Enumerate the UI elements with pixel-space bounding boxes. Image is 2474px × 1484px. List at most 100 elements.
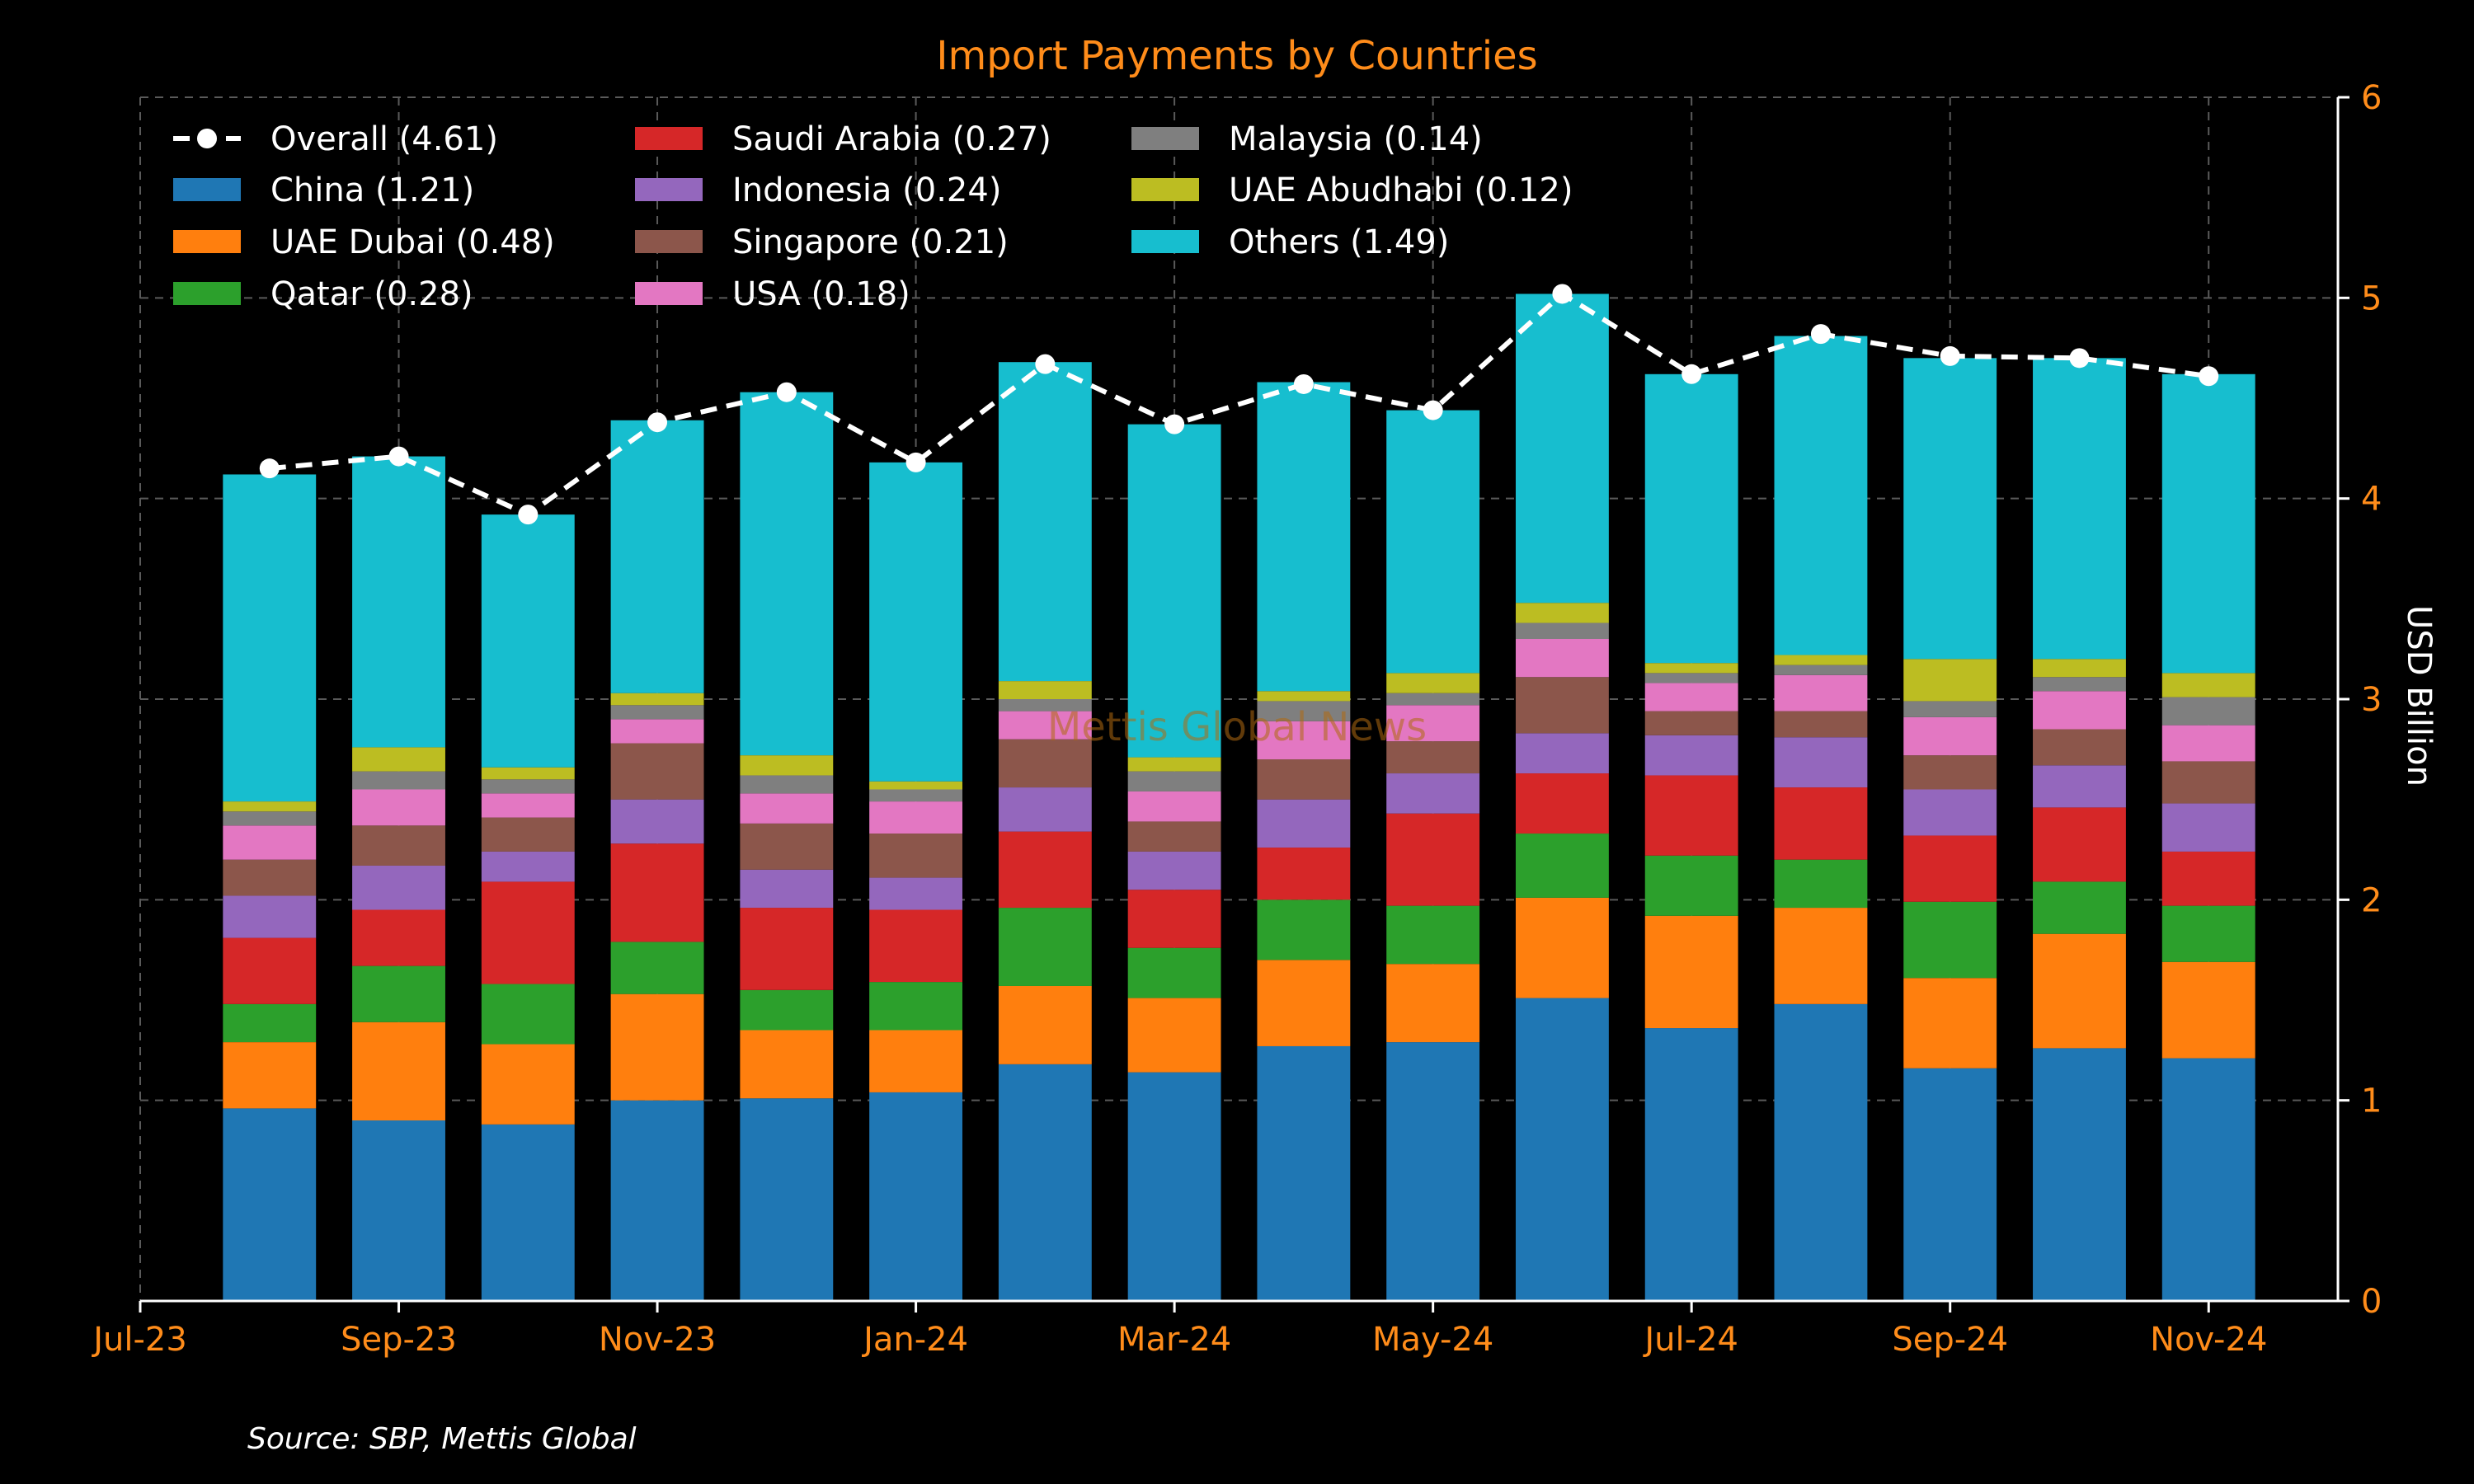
bar-segment <box>2161 673 2255 697</box>
x-tick-label: Sep-24 <box>1892 1321 2008 1359</box>
bar-segment <box>740 869 834 909</box>
bar-segment <box>1127 771 1221 791</box>
bar-segment <box>610 705 704 720</box>
axes-layer: 0 1 2 3 4 5 6 Jul-23 Sep-23 Nov-23 Jan-24 Mar-24 May… <box>91 79 2382 1359</box>
legend-label: China (1.21) <box>270 171 474 209</box>
bar-segment <box>1257 721 1351 759</box>
bar-segment <box>2033 729 2126 766</box>
bar-segment <box>740 1030 834 1099</box>
bar-segment <box>998 711 1092 740</box>
bar-segment <box>740 793 834 824</box>
bar-segment <box>2033 691 2126 730</box>
bar-segment <box>352 789 445 826</box>
bar-segment <box>998 831 1092 909</box>
bar-segment <box>610 843 704 942</box>
overall-point <box>388 446 409 467</box>
bar-segment <box>481 1044 575 1125</box>
bar-segment <box>740 392 834 756</box>
watermark-text: Mettis Global News <box>1047 704 1427 750</box>
bar-segment <box>1774 908 1868 1004</box>
legend-label: Qatar (0.28) <box>270 275 473 313</box>
bar-segment <box>1127 947 1221 998</box>
bar-segment <box>1774 859 1868 909</box>
bar-segment <box>740 1098 834 1301</box>
bar-segment <box>481 1124 575 1301</box>
bar-segment <box>352 909 445 966</box>
bar-segment <box>1774 655 1868 665</box>
bar-segment <box>1257 899 1351 960</box>
bar-segment <box>1903 716 1997 756</box>
y-tick-label: 0 <box>2361 1283 2382 1321</box>
y-tick-label: 6 <box>2361 79 2382 117</box>
bar-segment <box>2033 933 2126 1049</box>
bar-segment <box>2033 765 2126 808</box>
bar-segment <box>1257 759 1351 800</box>
overall-point <box>1810 324 1831 345</box>
bar-segment <box>481 779 575 794</box>
bar-segment <box>1903 835 1997 902</box>
overall-point <box>259 458 280 479</box>
x-tick-label: Sep-23 <box>341 1321 457 1359</box>
bar-segment <box>869 982 963 1031</box>
overall-point <box>1164 414 1185 434</box>
bar-segment <box>1386 1042 1480 1301</box>
y-tick-label: 3 <box>2361 681 2382 719</box>
bar-segment <box>869 877 963 910</box>
overall-line-layer <box>259 284 2219 525</box>
y-tick-label: 5 <box>2361 279 2382 317</box>
bar-segment <box>1644 663 1738 674</box>
bar-segment <box>1644 735 1738 776</box>
bar-segment <box>1257 1045 1351 1301</box>
legend-label: Saudi Arabia (0.27) <box>732 120 1051 158</box>
legend-swatch <box>635 127 703 150</box>
overall-point <box>905 452 926 472</box>
x-tick-label: Mar-24 <box>1117 1321 1231 1359</box>
legend-swatch <box>173 230 241 253</box>
legend-swatch <box>635 282 703 305</box>
bar-segment <box>2033 1048 2126 1301</box>
legend-swatch <box>1131 230 1199 253</box>
bar-segment <box>1257 691 1351 702</box>
bar-segment <box>610 420 704 693</box>
bar-segment <box>1127 757 1221 772</box>
overall-point <box>1552 284 1573 304</box>
bar-segment <box>1127 791 1221 822</box>
bar-segment <box>1386 693 1480 706</box>
bar-segment <box>1644 855 1738 916</box>
overall-point <box>1423 400 1443 420</box>
bar-segment <box>481 793 575 818</box>
bar-segment <box>998 787 1092 832</box>
bar-segment <box>1774 787 1868 860</box>
bar-segment <box>610 743 704 800</box>
legend: Overall (4.61) China (1.21) UAE Dubai (0.4… <box>173 120 1573 313</box>
overall-point <box>1940 345 1960 366</box>
x-tick-label: Nov-24 <box>2150 1321 2267 1359</box>
bar-segment <box>869 1092 963 1301</box>
bar-segment <box>223 801 317 812</box>
bar-segment <box>1644 373 1738 664</box>
bar-segment <box>1644 775 1738 856</box>
overall-point <box>518 505 539 525</box>
bar-segment <box>2161 851 2255 906</box>
bar-segment <box>352 456 445 748</box>
bar-segment <box>481 514 575 768</box>
bar-segment <box>1386 741 1480 774</box>
bar-segment <box>223 474 317 802</box>
bar-segment <box>998 362 1092 682</box>
bar-segment <box>1386 813 1480 906</box>
bar-segment <box>610 719 704 744</box>
bar-segment <box>1127 1072 1221 1301</box>
x-tick-label: Jul-23 <box>91 1321 187 1359</box>
bar-segment <box>1515 733 1609 774</box>
legend-swatch <box>1131 127 1199 150</box>
x-tick-label: Jul-24 <box>1642 1321 1738 1359</box>
overall-point <box>776 382 797 402</box>
bar-segment <box>740 989 834 1031</box>
bar-segment <box>869 801 963 834</box>
bar-segment <box>1127 890 1221 948</box>
bar-segment <box>869 781 963 790</box>
bar-segment <box>869 909 963 983</box>
bar-segment <box>998 1064 1092 1301</box>
x-tick-label: Jan-24 <box>861 1321 968 1359</box>
bar-segment <box>1515 773 1609 834</box>
